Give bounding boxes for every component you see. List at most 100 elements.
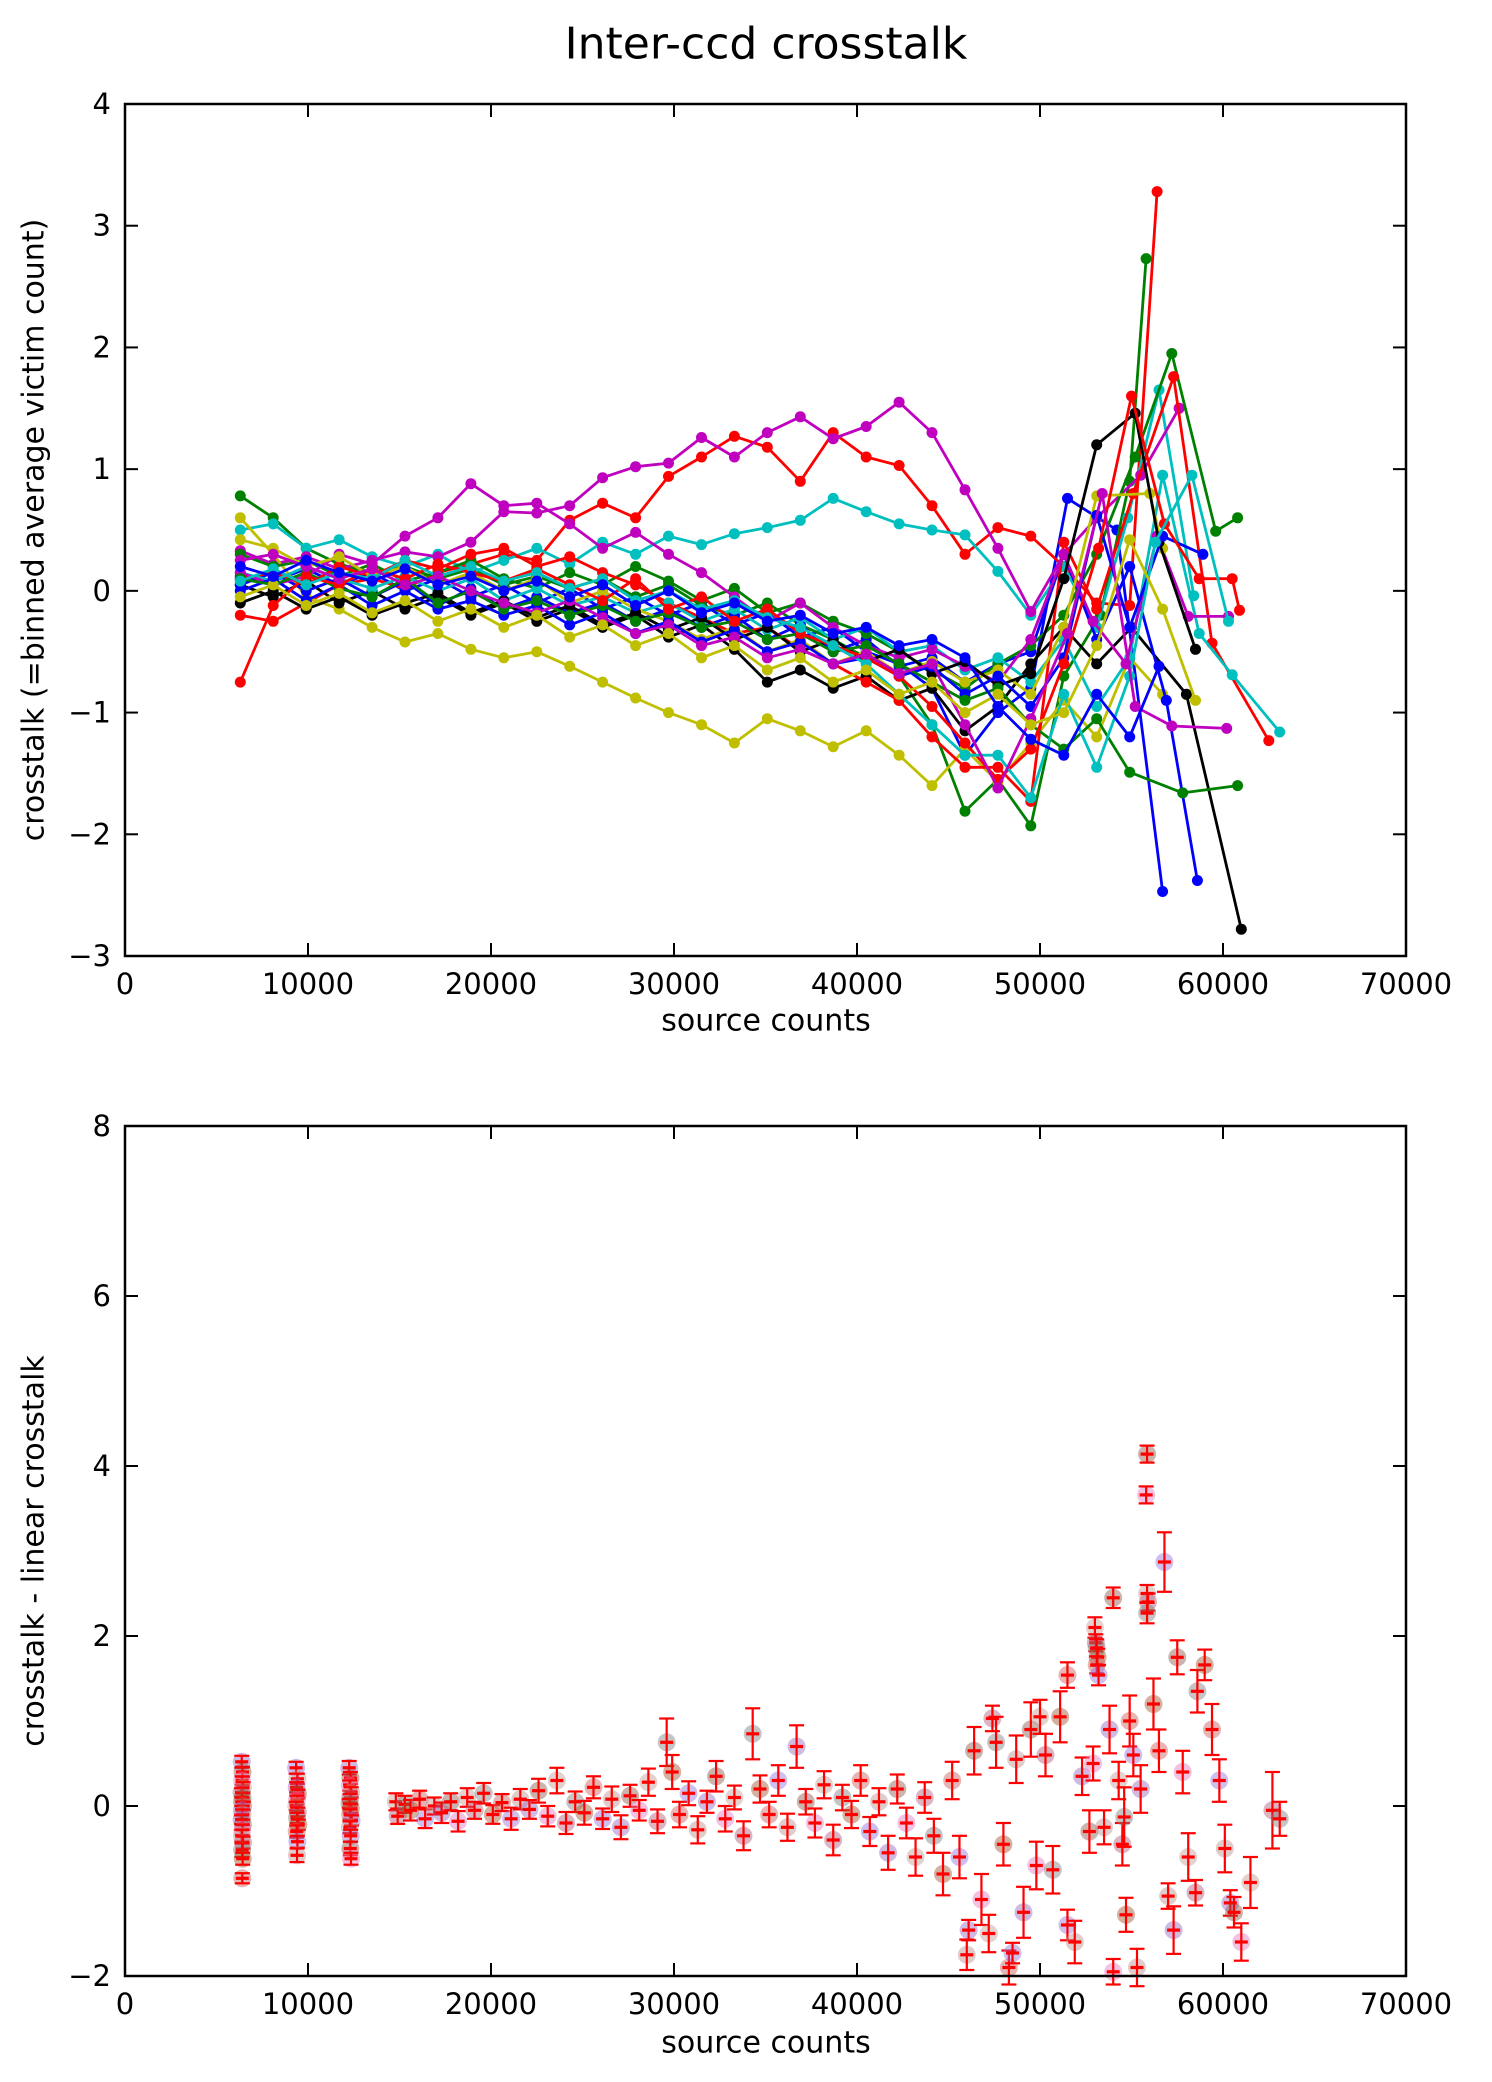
data-point xyxy=(531,497,543,509)
line-series-m3 xyxy=(234,488,1233,794)
data-point xyxy=(959,676,971,688)
data-point xyxy=(498,542,510,554)
data-point xyxy=(630,600,642,611)
axes-frame: 0 10000 20000 30000 40000 50000 60000 70000−202… xyxy=(68,1109,1452,2021)
errorbar-point xyxy=(340,1818,359,1837)
errorbar-point xyxy=(824,1823,843,1857)
data-point xyxy=(630,548,642,560)
y-tick-label: 2 xyxy=(93,1619,111,1653)
errorbar-point xyxy=(630,1798,649,1822)
errorbar-point xyxy=(1131,1764,1150,1814)
errorbar-point xyxy=(1138,1444,1157,1464)
data-point xyxy=(465,548,477,560)
errorbar-point xyxy=(1124,1732,1143,1778)
data-point xyxy=(992,522,1004,534)
data-point xyxy=(1058,749,1070,761)
data-point xyxy=(1091,640,1103,652)
series-path xyxy=(238,411,1197,688)
errorbar-point xyxy=(663,1753,682,1791)
data-point xyxy=(1058,573,1070,585)
data-point xyxy=(959,652,971,664)
data-point xyxy=(728,615,740,627)
data-point xyxy=(630,640,642,652)
data-point xyxy=(663,575,674,587)
data-point xyxy=(399,530,411,542)
data-point xyxy=(992,761,1004,773)
data-point xyxy=(1126,390,1137,402)
data-point xyxy=(728,430,740,442)
errorbar-point xyxy=(688,1815,707,1845)
data-point xyxy=(992,701,1004,712)
data-point xyxy=(465,570,477,582)
data-point xyxy=(1124,561,1136,572)
errorbar-point xyxy=(1007,1734,1026,1785)
data-point xyxy=(432,579,444,591)
errorbar-point xyxy=(906,1837,925,1877)
data-point xyxy=(1062,628,1073,639)
errorbar-point xyxy=(1232,1922,1251,1962)
errorbar-point xyxy=(1014,1885,1033,1939)
data-point xyxy=(366,591,378,603)
errorbar-point xyxy=(950,1834,969,1880)
errorbar-point xyxy=(341,1826,360,1845)
errorbar-point xyxy=(529,1777,548,1804)
errorbar-point xyxy=(388,1807,407,1826)
data-point xyxy=(564,500,576,512)
x-tick-label: 20000 xyxy=(445,967,537,1001)
data-point xyxy=(234,534,246,546)
data-point xyxy=(696,640,707,652)
data-point xyxy=(630,573,642,585)
data-point xyxy=(1151,186,1163,198)
data-point xyxy=(992,749,1004,761)
data-point xyxy=(1096,488,1108,499)
data-point xyxy=(1091,439,1103,451)
errorbar-point xyxy=(725,1784,744,1811)
errorbar-point xyxy=(888,1773,907,1805)
data-point xyxy=(761,713,773,725)
data-point xyxy=(992,542,1004,554)
data-point xyxy=(465,585,477,597)
data-point xyxy=(1157,886,1169,897)
errorbar-point xyxy=(575,1799,594,1826)
data-point xyxy=(1025,719,1037,731)
data-point xyxy=(794,609,806,621)
data-point xyxy=(498,585,510,597)
line-series-b4 xyxy=(234,554,1165,761)
data-point xyxy=(959,749,971,761)
data-point xyxy=(1235,923,1247,935)
data-point xyxy=(663,603,674,615)
data-point xyxy=(663,457,674,469)
data-point xyxy=(893,749,905,761)
errorbar-point xyxy=(288,1808,306,1827)
data-point xyxy=(300,554,312,566)
plot-frame xyxy=(123,1124,1408,1978)
data-point xyxy=(597,619,609,631)
data-point xyxy=(564,609,576,621)
errorbar-point xyxy=(1115,1786,1134,1848)
errorbar-point xyxy=(566,1790,585,1814)
data-point xyxy=(761,603,773,615)
data-point xyxy=(1124,621,1136,633)
data-point xyxy=(1263,735,1275,747)
data-point xyxy=(663,530,674,542)
errorbar-point xyxy=(860,1815,879,1848)
data-point xyxy=(1025,688,1037,700)
data-point xyxy=(728,451,740,463)
data-point xyxy=(728,631,740,643)
y-tick-label: 0 xyxy=(93,1789,111,1823)
data-point xyxy=(728,737,740,749)
data-point xyxy=(564,619,576,631)
data-point xyxy=(959,805,971,817)
data-point xyxy=(432,628,444,639)
errorbar-point xyxy=(1027,1840,1046,1891)
data-point xyxy=(827,433,839,445)
y-tick-label: 4 xyxy=(93,87,111,121)
data-point xyxy=(926,676,938,688)
data-point xyxy=(432,587,444,599)
data-point xyxy=(465,478,477,490)
errorbar-point xyxy=(697,1789,716,1814)
data-point xyxy=(597,472,609,484)
data-point xyxy=(564,582,576,594)
data-point xyxy=(1226,669,1238,681)
errorbar-point xyxy=(547,1766,566,1795)
